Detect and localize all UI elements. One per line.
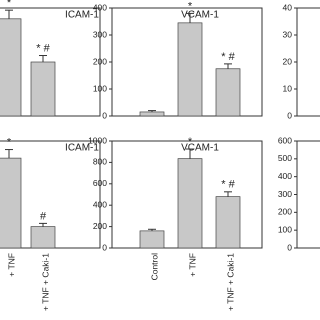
bar [30, 226, 56, 249]
x-tick-label: + TNF + Caki-1 [40, 253, 50, 311]
significance-mark: * [7, 136, 12, 148]
bar [215, 196, 241, 249]
x-tick-label: Control [149, 253, 159, 281]
y-tick-label: 1000 [88, 135, 107, 145]
y-tick-label: 400 [278, 171, 292, 181]
y-tick-label: 200 [278, 207, 292, 217]
panel-title: ICAM-1 [65, 143, 99, 154]
y-tick-label: 0 [102, 110, 107, 120]
bar [139, 230, 165, 249]
bar [215, 68, 241, 117]
significance-mark: * # [221, 179, 235, 191]
plot-frame [296, 7, 320, 117]
bar [0, 18, 22, 117]
y-tick-label: 100 [93, 83, 107, 93]
y-tick-label: 0 [287, 242, 292, 252]
y-tick-label: 20 [283, 56, 293, 66]
significance-mark: * [7, 0, 12, 9]
y-tick-label: 10 [283, 83, 293, 93]
y-tick-label: 300 [278, 189, 292, 199]
panel-title: ICAM-1 [65, 10, 99, 21]
bar [30, 61, 56, 117]
bar [0, 157, 22, 249]
y-tick-label: 40 [283, 2, 293, 12]
y-tick-label: 800 [93, 157, 107, 167]
y-tick-label: 0 [102, 242, 107, 252]
bar [177, 22, 203, 117]
significance-mark: * # [36, 42, 50, 54]
y-tick-label: 600 [278, 135, 292, 145]
y-tick-label: 100 [278, 224, 292, 234]
x-tick-label: + TNF + Caki-1 [225, 253, 235, 311]
panel-title: VCAM-1 [181, 10, 219, 21]
y-tick-label: 300 [93, 29, 107, 39]
y-tick-label: 600 [93, 178, 107, 188]
y-tick-label: 200 [93, 221, 107, 231]
significance-mark: * # [221, 51, 235, 63]
y-tick-label: 30 [283, 29, 293, 39]
y-tick-label: 400 [93, 199, 107, 209]
bar [139, 111, 165, 117]
y-tick-label: 200 [93, 56, 107, 66]
y-tick-label: 0 [287, 110, 292, 120]
significance-mark: # [40, 210, 47, 222]
significance-mark: * [188, 0, 193, 12]
y-tick-label: 400 [93, 2, 107, 12]
x-tick-label: + TNF [187, 253, 197, 277]
bar [177, 158, 203, 249]
panel-title: VCAM-1 [181, 143, 219, 154]
plot-frame [296, 140, 320, 249]
significance-mark: * [188, 136, 193, 148]
y-tick-label: 500 [278, 153, 292, 163]
x-tick-label: + TNF [6, 253, 16, 277]
